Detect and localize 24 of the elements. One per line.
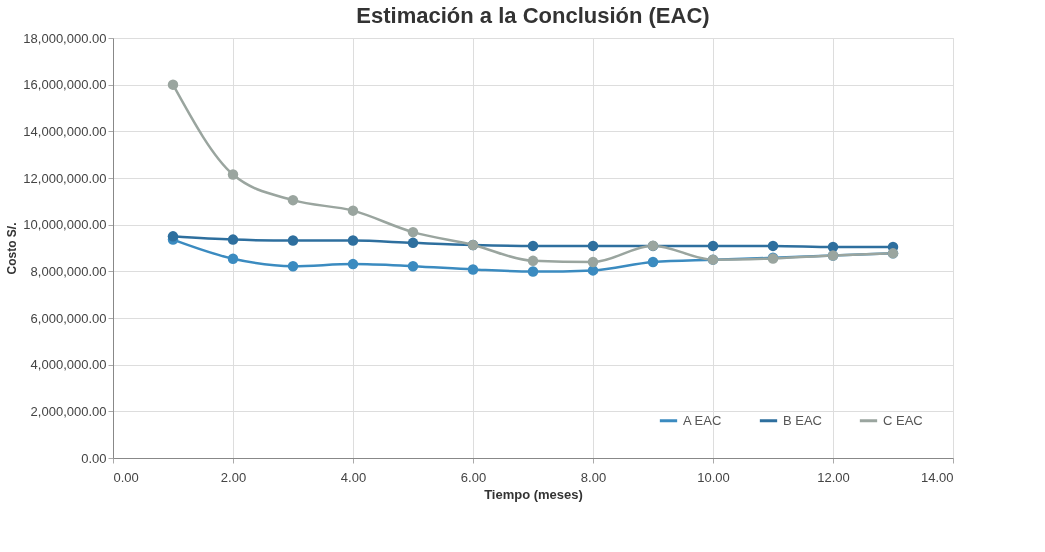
y-tick-label: 0.00	[81, 450, 107, 466]
y-tick-label: 6,000,000.00	[30, 310, 107, 326]
y-tick-label: 18,000,000.00	[23, 30, 107, 46]
x-tick-label: 0.00	[113, 469, 139, 485]
y-tick-label: 10,000,000.00	[23, 217, 107, 233]
x-tick-label: 2.00	[220, 469, 247, 485]
y-tick-label: 8,000,000.00	[30, 263, 107, 279]
y-tick-label: 16,000,000.00	[23, 77, 107, 93]
legend-label: B EAC	[783, 412, 823, 428]
y-tick-label: 2,000,000.00	[30, 403, 107, 419]
x-tick-label: 6.00	[460, 469, 487, 485]
x-tick-label: 8.00	[580, 469, 607, 485]
x-tick-label: 4.00	[340, 469, 367, 485]
legend-label: A EAC	[683, 412, 722, 428]
x-tick-label: 10.00	[697, 469, 730, 485]
y-axis-title: Costo S/.	[5, 222, 20, 275]
x-tick-label: 12.00	[817, 469, 850, 485]
y-tick-label: 14,000,000.00	[23, 123, 107, 139]
legend-label: C EAC	[883, 412, 923, 428]
x-tick-label: 14.00	[920, 469, 954, 485]
x-axis-title: Tiempo (meses)	[484, 486, 583, 502]
y-tick-label: 12,000,000.00	[23, 170, 107, 186]
y-tick-label: 4,000,000.00	[30, 357, 107, 373]
chart-title: Estimación a la Conclusión (EAC)	[356, 3, 710, 28]
